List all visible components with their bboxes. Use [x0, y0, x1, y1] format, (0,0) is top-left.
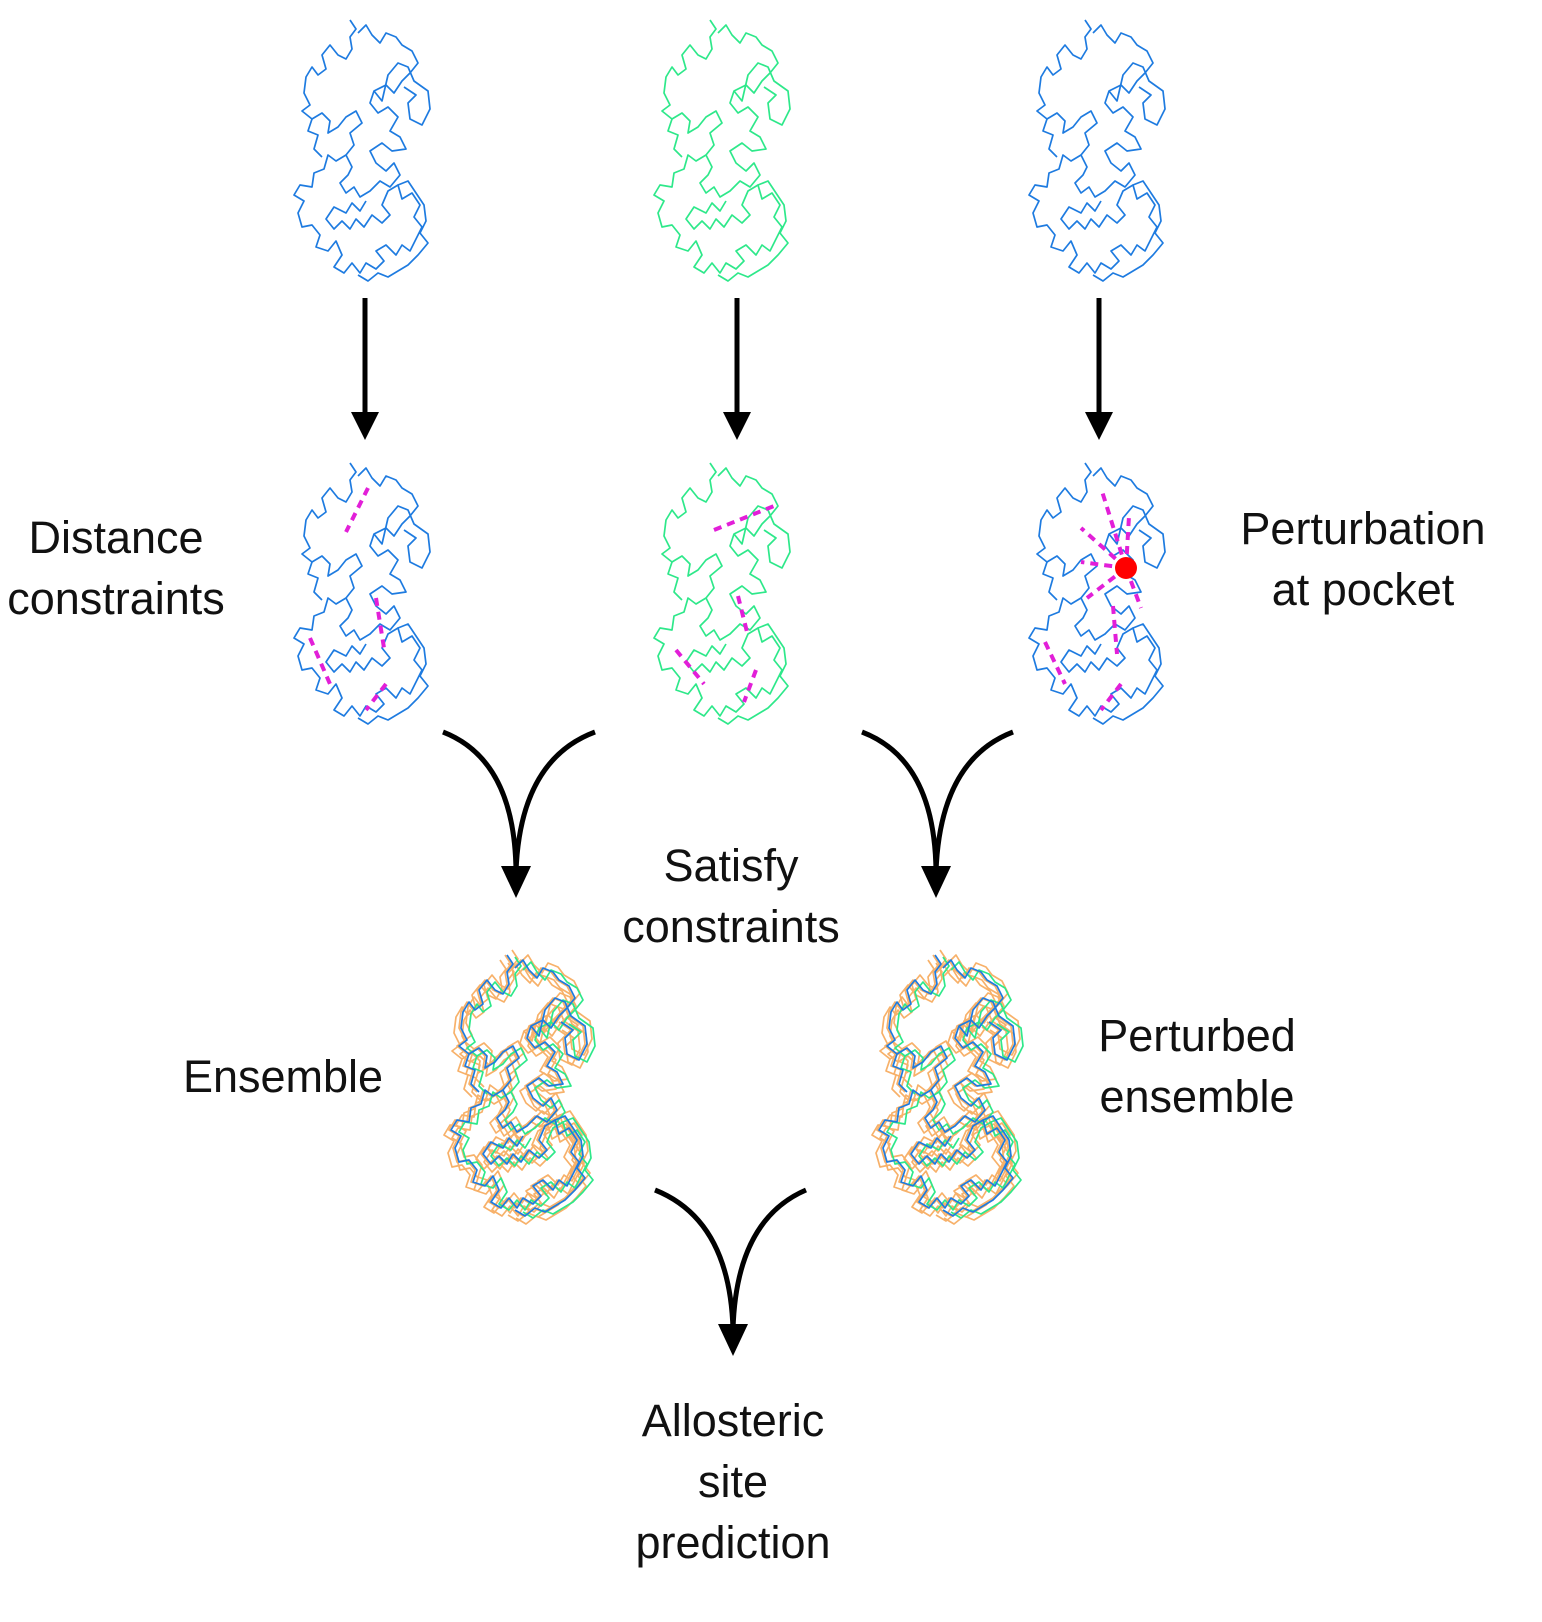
protein-top-middle [653, 19, 791, 282]
merge-arrow-right [861, 729, 1014, 898]
ensemble-right [871, 949, 1024, 1225]
protein-perturbed-right [1028, 462, 1166, 725]
allosteric-label-line2: site [697, 1456, 769, 1507]
merge-arrow-left [442, 729, 596, 898]
satisfy-label-line2: constraints [622, 901, 840, 952]
protein-constrained-middle [653, 462, 791, 725]
pocket-constraints [1043, 487, 1143, 712]
ensemble-left [443, 949, 596, 1225]
protein-top-right [1028, 19, 1166, 282]
straight-arrow-right [1085, 298, 1113, 440]
perturbed-ensemble-label: Perturbed ensemble [1082, 1005, 1312, 1127]
perturbed-label-line2: ensemble [1099, 1071, 1295, 1122]
distance-constraints-label: Distance constraints [0, 507, 232, 629]
allosteric-site-prediction-label: Allosteric site prediction [612, 1390, 854, 1573]
protein-top-left [293, 19, 431, 282]
distance-label-line2: constraints [7, 573, 225, 624]
satisfy-label-line1: Satisfy [663, 840, 799, 891]
satisfy-constraints-label: Satisfy constraints [606, 835, 856, 957]
straight-arrow-middle [723, 298, 751, 440]
pocket-point [1115, 557, 1137, 579]
allosteric-label-line1: Allosteric [641, 1395, 825, 1446]
perturbed-label-line1: Perturbed [1098, 1010, 1296, 1061]
perturbation-label-line1: Perturbation [1240, 503, 1486, 554]
allosteric-label-line3: prediction [635, 1517, 831, 1568]
straight-arrow-left [351, 298, 379, 440]
perturbation-label-line2: at pocket [1271, 564, 1455, 615]
merge-arrow-bottom [654, 1187, 807, 1356]
perturbation-label: Perturbation at pocket [1228, 498, 1498, 620]
protein-constrained-left [293, 462, 431, 725]
ensemble-label: Ensemble [168, 1046, 398, 1107]
distance-constraints [674, 504, 775, 703]
distance-label-line1: Distance [28, 512, 204, 563]
distance-constraints [308, 487, 388, 712]
ensemble-label-text: Ensemble [182, 1051, 384, 1102]
